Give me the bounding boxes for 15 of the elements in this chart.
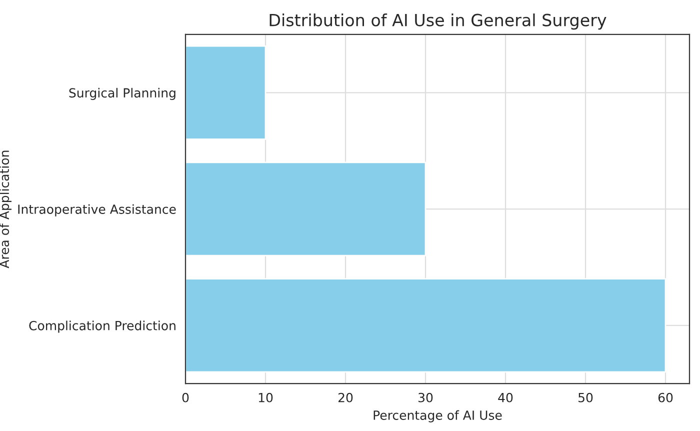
bar bbox=[186, 45, 266, 140]
x-tick-label: 0 bbox=[182, 392, 189, 402]
x-axis-title: Percentage of AI Use bbox=[374, 410, 502, 422]
x-tick-label: 50 bbox=[578, 392, 593, 402]
x-tick-label: 20 bbox=[338, 392, 353, 402]
bar bbox=[186, 162, 426, 256]
x-tick-label: 10 bbox=[258, 392, 273, 402]
chart-title: Distribution of AI Use in General Surgery bbox=[270, 13, 606, 30]
x-tick-label: 60 bbox=[658, 392, 673, 402]
x-tick-label: 40 bbox=[498, 392, 513, 402]
x-tick-label: 30 bbox=[418, 392, 433, 402]
y-tick-label: Intraoperative Assistance bbox=[18, 204, 176, 216]
y-tick-label: Complication Prediction bbox=[29, 320, 176, 333]
bar bbox=[186, 278, 666, 373]
y-tick-label: Surgical Planning bbox=[69, 88, 176, 100]
